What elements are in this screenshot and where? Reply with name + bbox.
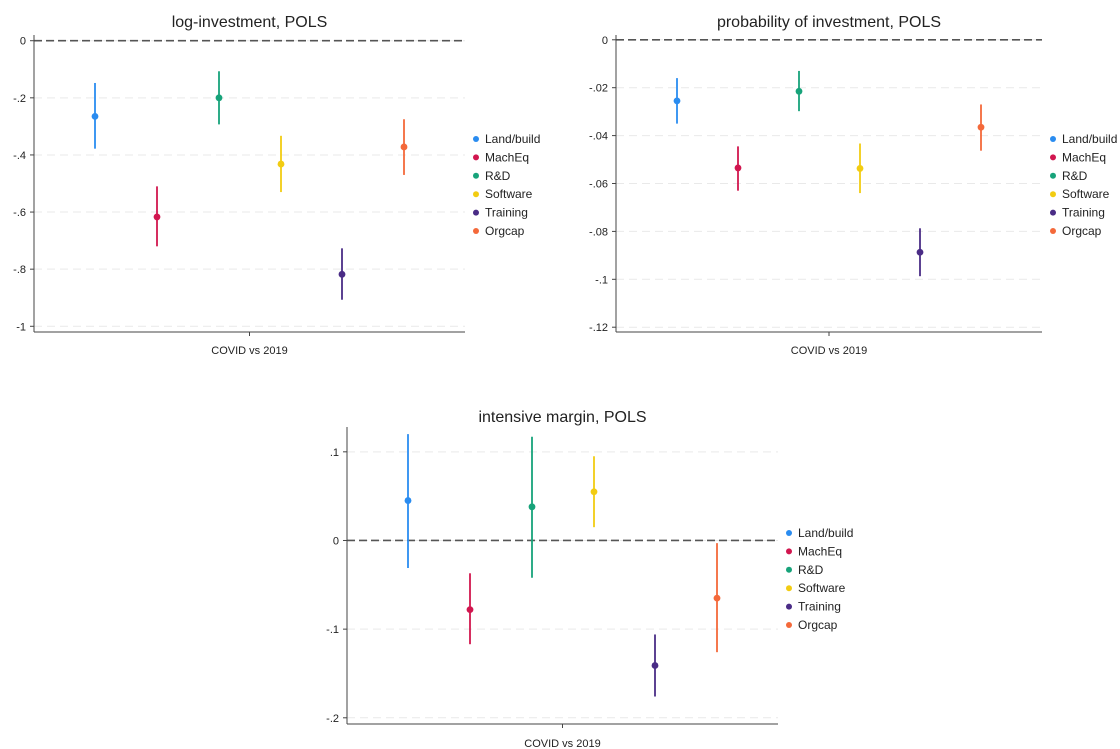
- x-axis-label: COVID vs 2019: [791, 345, 867, 357]
- y-tick-label: -.1: [326, 624, 339, 636]
- legend-marker: [786, 530, 792, 536]
- legend-label: R&D: [798, 563, 824, 577]
- point-estimate: [795, 87, 803, 95]
- point-estimate: [977, 123, 985, 131]
- chart-title: probability of investment, POLS: [717, 14, 941, 31]
- y-tick-label: -.2: [326, 713, 339, 725]
- legend-label: Land/build: [798, 526, 853, 540]
- legend-marker: [1050, 136, 1056, 142]
- chart-probability-of-investment: probability of investment, POLS 0 -.02 -.04…: [560, 0, 1120, 370]
- point-estimate: [856, 165, 864, 172]
- y-tick-label: -.02: [589, 83, 608, 95]
- y-tick-label: -.4: [13, 150, 26, 162]
- legend-label: Training: [1062, 206, 1105, 220]
- legend-label: Software: [1062, 187, 1110, 201]
- chart-log-investment: log-investment, POLS 0 -.2 -.4 -.6 -.8 -1 COVID…: [0, 0, 560, 370]
- point-estimate: [466, 606, 474, 614]
- legend-marker: [1050, 191, 1056, 198]
- legend-marker: [786, 585, 792, 592]
- legend-label: Land/build: [485, 132, 540, 146]
- legend-marker: [786, 622, 792, 628]
- chart-intensive-margin: intensive margin, POLS .1 0 -.1 -.2 COVID vs …: [300, 400, 880, 749]
- y-tick-label: 0: [20, 36, 26, 48]
- point-estimate: [651, 662, 659, 669]
- legend-marker: [473, 228, 479, 234]
- legend-marker: [473, 172, 479, 179]
- chart-title: intensive margin, POLS: [478, 409, 646, 426]
- x-axis-label: COVID vs 2019: [211, 345, 287, 357]
- legend-marker: [473, 154, 479, 161]
- legend-label: MachEq: [485, 150, 529, 164]
- y-tick-label: -.6: [13, 207, 26, 219]
- point-estimate: [277, 160, 285, 168]
- legend-label: R&D: [485, 169, 511, 183]
- legend-label: Software: [798, 581, 846, 595]
- chart-svg: log-investment, POLS 0 -.2 -.4 -.6 -.8 -1 COVID…: [13, 14, 540, 357]
- y-tick-label: -.06: [589, 179, 608, 191]
- legend-marker: [1050, 154, 1056, 161]
- y-tick-label: 0: [333, 535, 339, 547]
- chart-svg: probability of investment, POLS 0 -.02 -.04…: [589, 14, 1117, 357]
- legend-label: Orgcap: [1062, 224, 1102, 238]
- y-tick-label: -.2: [13, 93, 26, 105]
- y-tick-label: -.04: [589, 131, 608, 143]
- legend-marker: [786, 603, 792, 610]
- legend-label: Orgcap: [485, 224, 525, 238]
- point-estimate: [590, 488, 598, 496]
- point-estimate: [713, 594, 721, 602]
- legend-marker: [1050, 228, 1056, 234]
- point-estimate: [404, 497, 412, 504]
- legend-marker: [473, 191, 479, 198]
- legend-marker: [786, 566, 792, 573]
- legend-marker: [1050, 172, 1056, 179]
- point-estimate: [153, 213, 161, 221]
- point-estimate: [91, 112, 99, 120]
- point-estimate: [916, 248, 924, 256]
- legend-label: Land/build: [1062, 132, 1117, 146]
- legend-marker: [786, 548, 792, 555]
- point-estimate: [215, 94, 223, 102]
- y-tick-label: -.12: [589, 322, 608, 334]
- point-estimate: [400, 143, 408, 151]
- legend-label: Orgcap: [798, 618, 838, 632]
- point-estimate: [338, 270, 346, 278]
- point-estimate: [734, 164, 742, 172]
- point-estimate: [528, 503, 536, 511]
- legend-label: R&D: [1062, 169, 1088, 183]
- chart-title: log-investment, POLS: [172, 14, 328, 31]
- legend-marker: [473, 136, 479, 142]
- y-tick-label: -.8: [13, 264, 26, 276]
- y-tick-label: 0: [602, 35, 608, 47]
- legend-marker: [473, 209, 479, 216]
- y-tick-label: -.08: [589, 226, 608, 238]
- legend-label: Training: [485, 206, 528, 220]
- y-tick-label: -.1: [595, 274, 608, 286]
- y-tick-label: -1: [16, 321, 26, 333]
- chart-svg: intensive margin, POLS .1 0 -.1 -.2 COVID vs …: [326, 409, 853, 749]
- legend-label: Software: [485, 187, 533, 201]
- legend-marker: [1050, 209, 1056, 216]
- legend-label: MachEq: [1062, 150, 1106, 164]
- legend-label: Training: [798, 600, 841, 614]
- point-estimate: [673, 97, 681, 105]
- x-axis-label: COVID vs 2019: [524, 738, 600, 749]
- y-tick-label: .1: [330, 447, 339, 459]
- legend-label: MachEq: [798, 544, 842, 558]
